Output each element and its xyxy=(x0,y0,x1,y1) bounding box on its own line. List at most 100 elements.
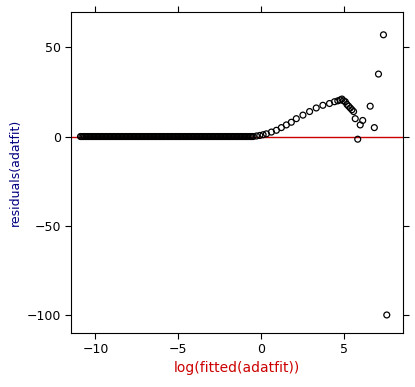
Point xyxy=(211,134,217,140)
Point xyxy=(171,134,178,140)
Point xyxy=(104,134,110,140)
Point xyxy=(207,134,214,140)
Point xyxy=(249,134,255,140)
Point xyxy=(190,134,196,140)
Point xyxy=(93,134,100,140)
Point xyxy=(228,134,235,140)
Point xyxy=(225,134,231,140)
Point xyxy=(300,112,306,118)
Point xyxy=(142,134,148,140)
Point xyxy=(313,105,320,111)
Point xyxy=(246,134,252,140)
Point xyxy=(383,312,390,318)
Point xyxy=(371,125,378,131)
Point xyxy=(85,134,92,140)
Point xyxy=(188,134,195,140)
Point xyxy=(273,127,280,134)
Point xyxy=(149,134,156,140)
Point xyxy=(135,134,142,140)
Point xyxy=(263,131,270,137)
Point xyxy=(367,103,374,109)
Point xyxy=(139,134,145,140)
Point xyxy=(337,97,344,103)
Point xyxy=(84,134,90,140)
Point xyxy=(172,134,179,140)
Point xyxy=(219,134,226,140)
Point xyxy=(167,134,173,140)
Point xyxy=(237,134,243,140)
Point xyxy=(127,134,133,140)
Point xyxy=(161,134,168,140)
Point xyxy=(342,99,349,105)
Point xyxy=(116,134,123,140)
Point xyxy=(168,134,175,140)
Point xyxy=(215,134,222,140)
Point xyxy=(119,134,125,140)
Point xyxy=(140,134,147,140)
Point xyxy=(175,134,181,140)
Point xyxy=(250,134,256,140)
Point xyxy=(194,134,200,140)
Point xyxy=(326,100,333,106)
Point xyxy=(256,132,263,139)
Point xyxy=(101,134,108,140)
Point xyxy=(90,134,97,140)
Point xyxy=(111,134,117,140)
Point xyxy=(164,134,171,140)
Point xyxy=(152,134,159,140)
Point xyxy=(160,134,167,140)
Point xyxy=(125,134,132,140)
Point xyxy=(235,134,242,140)
Point xyxy=(232,134,239,140)
Point xyxy=(253,133,260,139)
Point xyxy=(212,134,219,140)
Point xyxy=(203,134,210,140)
Point xyxy=(293,116,300,122)
Point xyxy=(78,134,85,140)
Point xyxy=(176,134,183,140)
Point xyxy=(83,134,89,140)
Point xyxy=(92,134,98,140)
Point xyxy=(136,134,143,140)
Point xyxy=(137,134,144,140)
Point xyxy=(107,134,113,140)
Point xyxy=(244,134,251,140)
Point xyxy=(242,134,249,140)
Point xyxy=(210,134,216,140)
Point xyxy=(344,101,350,108)
Point xyxy=(340,98,347,104)
Point xyxy=(347,105,354,111)
Point xyxy=(268,129,275,135)
Point xyxy=(260,132,266,138)
Point xyxy=(163,134,169,140)
Point xyxy=(187,134,193,140)
Point xyxy=(306,108,313,115)
Point xyxy=(151,134,157,140)
Point xyxy=(108,134,115,140)
Point xyxy=(145,134,152,140)
Point xyxy=(113,134,120,140)
Point xyxy=(129,134,136,140)
Point xyxy=(100,134,107,140)
Point xyxy=(191,134,198,140)
Point xyxy=(240,134,247,140)
Point xyxy=(222,134,228,140)
Point xyxy=(218,134,225,140)
Point xyxy=(128,134,135,140)
Point xyxy=(230,134,237,140)
Point xyxy=(375,71,382,77)
Point xyxy=(278,125,285,131)
Point xyxy=(202,134,208,140)
Point xyxy=(380,32,387,38)
Point xyxy=(112,134,119,140)
Point xyxy=(120,134,127,140)
Point xyxy=(89,134,96,140)
Point xyxy=(157,134,164,140)
Point xyxy=(192,134,199,140)
Point xyxy=(283,122,290,128)
Point xyxy=(81,134,88,140)
Point xyxy=(99,134,105,140)
Point xyxy=(148,134,155,140)
Point xyxy=(155,134,161,140)
Point xyxy=(178,134,184,140)
